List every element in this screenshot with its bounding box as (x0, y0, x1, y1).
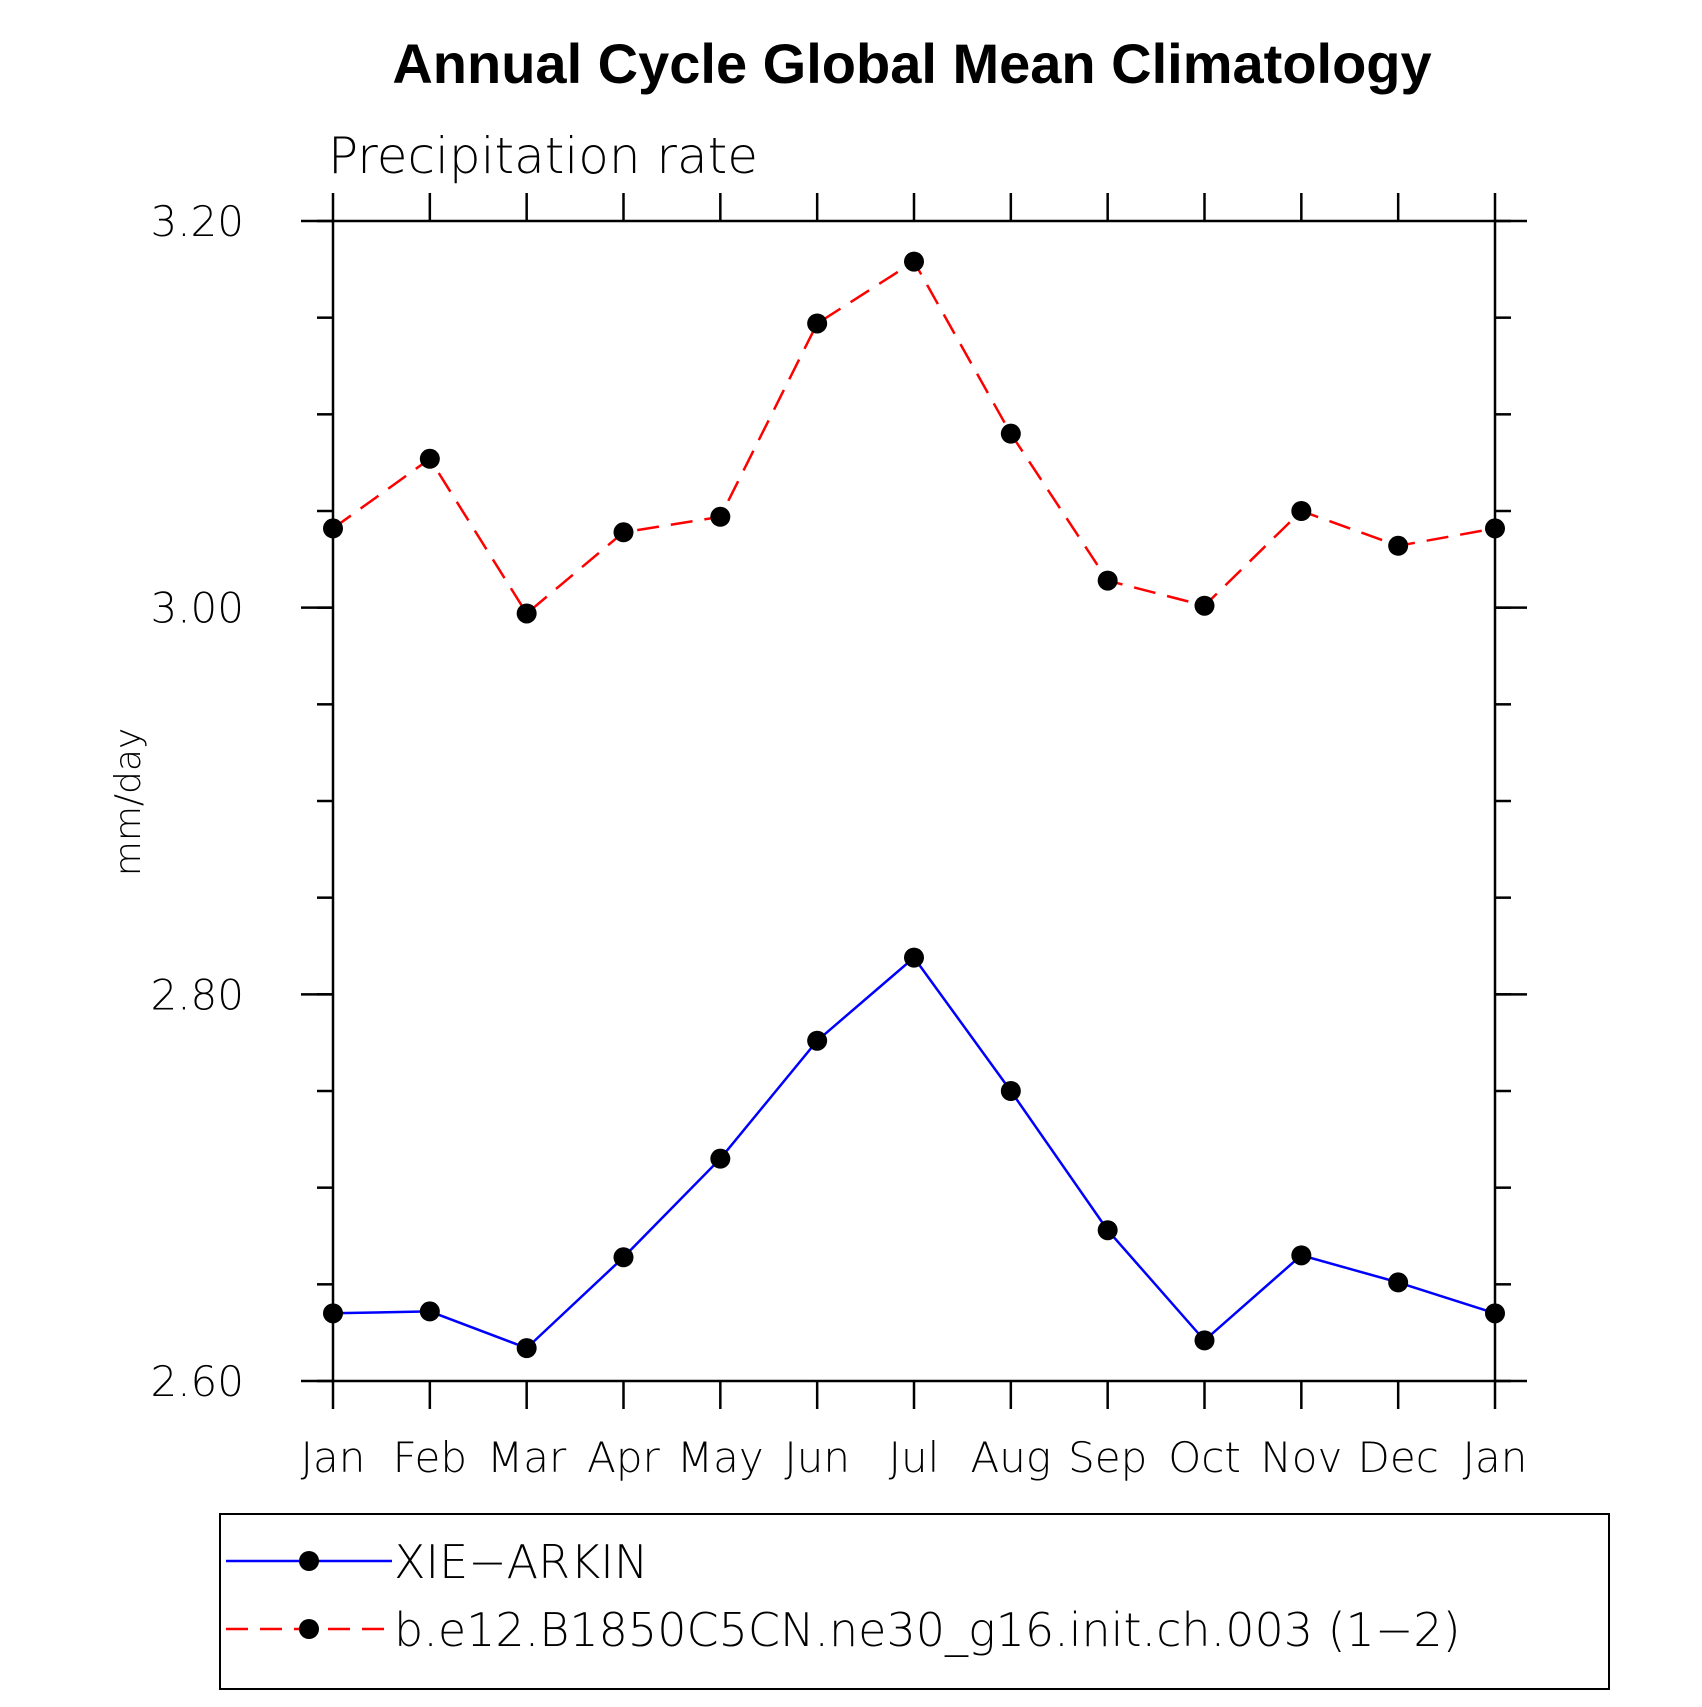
x-tick-label: Jan (1463, 1433, 1528, 1482)
x-tick-label: Apr (587, 1433, 660, 1482)
x-tick-label: Nov (1260, 1433, 1342, 1482)
series-0-point (613, 1247, 634, 1268)
series-1-point (1097, 570, 1118, 591)
x-tick-label: Jul (889, 1433, 940, 1482)
y-tick-label: 2.60 (150, 1357, 244, 1406)
legend-marker-xie-arkin (299, 1551, 319, 1571)
chart-title: Annual Cycle Global Mean Climatology (392, 32, 1431, 95)
series-1-point (1194, 595, 1215, 616)
series-1-point (710, 506, 731, 527)
x-tick-label: Feb (393, 1433, 467, 1482)
y-tick-label: 3.20 (150, 197, 244, 246)
legend: XIE−ARKIN b.e12.B1850C5CN.ne30_g16.init.… (219, 1513, 1610, 1690)
legend-box (219, 1513, 1610, 1690)
series-layer (323, 251, 1505, 1359)
legend-label-xie-arkin: XIE−ARKIN (394, 1535, 648, 1589)
series-0-point (1194, 1330, 1215, 1351)
series-0-point (1097, 1220, 1118, 1241)
legend-marker-model (299, 1619, 319, 1639)
y-axis-label: mm/day (108, 728, 149, 876)
legend-label-model: b.e12.B1850C5CN.ne30_g16.init.ch.003 (1−… (394, 1603, 1461, 1657)
x-tick-label: Jun (784, 1433, 850, 1482)
y-tick-label: 3.00 (150, 584, 244, 633)
series-0-point (516, 1338, 537, 1359)
series-0-point (1388, 1272, 1409, 1293)
x-tick-label: Oct (1168, 1433, 1241, 1482)
x-tick-label: Sep (1068, 1433, 1147, 1482)
series-0-point (904, 947, 924, 968)
x-tick-label: May (677, 1433, 764, 1482)
series-1-point (419, 448, 440, 469)
series-0-point (807, 1030, 828, 1051)
chart-subtitle: Precipitation rate (328, 127, 758, 185)
series-1-point (1388, 535, 1409, 556)
series-1-point (613, 522, 634, 543)
x-tick-label: Dec (1358, 1433, 1439, 1482)
series-1-point (516, 603, 537, 624)
series-1-point (904, 251, 924, 272)
x-tick-label: Mar (487, 1433, 567, 1482)
series-line-1 (332, 259, 1496, 616)
series-0-point (1291, 1245, 1312, 1266)
series-line-0 (332, 955, 1496, 1350)
series-1-point (1291, 501, 1312, 521)
x-tick-label: Aug (971, 1433, 1052, 1482)
tick-layer: Jan Feb Mar Apr May Jun Jul Aug Sep Oct Nov Dec Jan 2… (150, 193, 1527, 1482)
series-0-point (710, 1148, 731, 1169)
series-0-point (419, 1301, 440, 1322)
y-tick-label: 2.80 (150, 970, 244, 1019)
series-0-point (1000, 1081, 1021, 1101)
plot-frame (331, 219, 1497, 1383)
x-tick-label: Jan (301, 1433, 366, 1482)
series-1-point (1000, 423, 1021, 444)
series-1-point (807, 313, 828, 334)
